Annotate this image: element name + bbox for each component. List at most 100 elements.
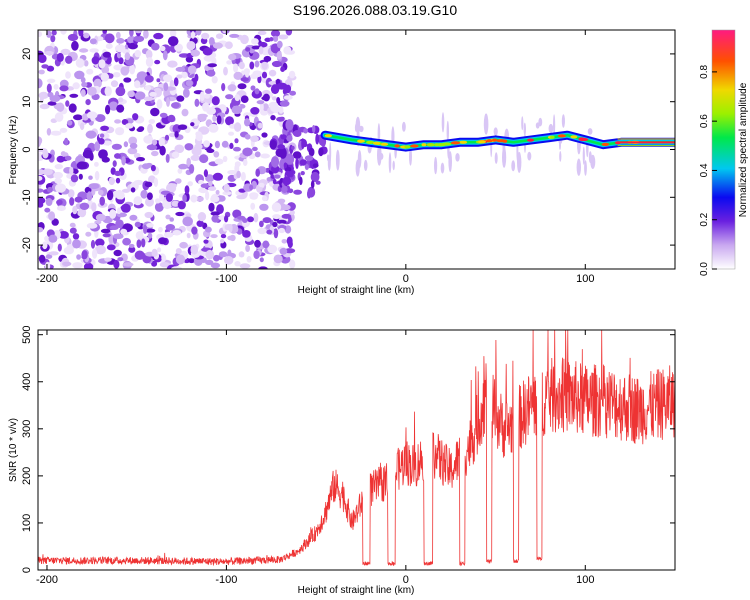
noise-cell <box>258 41 268 48</box>
streak-cell <box>493 127 498 136</box>
x-tick-label: 0 <box>403 273 409 285</box>
noise-cell <box>157 247 162 253</box>
noise-cell <box>239 263 251 269</box>
noise-cell <box>242 158 248 166</box>
noise-cell <box>80 89 86 97</box>
noise-cell <box>205 190 210 201</box>
colorbar-tick-label: 0.8 <box>699 64 710 78</box>
noise-cell <box>276 82 288 90</box>
noise-cell <box>198 179 204 185</box>
colorbar-tick-label: 0.2 <box>699 212 710 226</box>
noise-cell <box>224 215 229 223</box>
noise-cell <box>148 119 156 124</box>
streak-cell <box>379 153 384 160</box>
noise-cell <box>256 100 265 105</box>
noise-cell <box>227 249 232 257</box>
noise-cell <box>214 158 224 165</box>
noise-cell <box>190 154 201 161</box>
noise-cell <box>42 149 49 159</box>
noise-cell <box>203 169 208 178</box>
streak-cell <box>527 151 532 161</box>
track-hotspot <box>478 140 486 144</box>
noise-cell <box>249 61 255 70</box>
noise-cell <box>190 49 200 57</box>
noise-cell <box>227 170 238 175</box>
noise-cell <box>214 140 220 149</box>
noise-cell <box>272 214 281 220</box>
noise-cell <box>250 85 256 91</box>
streak-cell <box>355 116 361 134</box>
noise-cell <box>60 30 67 35</box>
noise-cell <box>206 69 216 77</box>
noise-cell <box>122 188 130 193</box>
noise-cell <box>146 223 154 228</box>
y-tick-label: 100 <box>21 514 33 532</box>
noise-cell <box>116 207 122 215</box>
noise-cell <box>120 228 128 235</box>
transition-cell <box>281 185 288 193</box>
noise-cell <box>98 149 108 160</box>
noise-cell <box>163 74 173 83</box>
noise-cell <box>44 207 51 213</box>
noise-cell <box>176 95 185 102</box>
noise-cell <box>284 225 292 234</box>
noise-cell <box>263 55 272 62</box>
noise-cell <box>110 80 119 88</box>
noise-cell <box>177 168 183 174</box>
noise-cell <box>211 75 218 84</box>
noise-cell <box>98 138 105 145</box>
noise-cell <box>234 94 240 102</box>
noise-cell <box>208 180 213 187</box>
noise-cell <box>64 155 72 161</box>
noise-cell <box>203 239 209 244</box>
noise-cell <box>260 153 270 159</box>
noise-cell <box>223 66 228 76</box>
noise-cell <box>165 153 170 163</box>
transition-cell <box>315 133 320 145</box>
noise-cell <box>53 84 59 90</box>
noise-cell <box>38 137 42 147</box>
transition-cell <box>282 176 292 186</box>
noise-cell <box>125 123 134 129</box>
noise-cell <box>122 237 131 246</box>
streak-cell <box>434 156 438 175</box>
noise-cell <box>243 112 251 118</box>
noise-cell <box>113 249 122 257</box>
noise-cell <box>250 73 259 80</box>
noise-cell <box>114 44 126 53</box>
noise-cell <box>169 183 178 188</box>
noise-cell <box>175 66 186 72</box>
noise-cell <box>205 226 212 233</box>
noise-cell <box>205 174 215 183</box>
noise-cell <box>56 199 63 205</box>
streak-cell <box>363 159 368 171</box>
track-hotspot <box>557 134 566 138</box>
noise-cell <box>286 236 293 246</box>
noise-cell <box>242 218 248 223</box>
noise-cell <box>95 213 106 222</box>
noise-cell <box>258 266 268 269</box>
noise-cell <box>128 246 136 253</box>
noise-cell <box>254 88 260 95</box>
noise-cell <box>224 41 233 49</box>
noise-cell <box>240 171 246 182</box>
noise-cell <box>257 122 263 129</box>
streak-cell <box>584 160 587 176</box>
noise-cell <box>252 146 258 152</box>
noise-cell <box>115 86 126 97</box>
noise-cell <box>38 188 44 193</box>
noise-cell <box>59 85 69 92</box>
noise-cell <box>38 197 46 205</box>
noise-cell <box>177 200 186 210</box>
noise-cell <box>210 234 218 239</box>
noise-cell <box>242 230 251 238</box>
noise-cell <box>113 259 120 269</box>
noise-cell <box>200 183 210 188</box>
noise-cell <box>258 182 265 188</box>
snr-series-line <box>38 330 675 567</box>
noise-cell <box>208 186 217 191</box>
noise-cell <box>250 202 256 210</box>
noise-cell <box>175 248 182 255</box>
noise-cell <box>134 49 142 58</box>
noise-cell <box>102 51 111 58</box>
